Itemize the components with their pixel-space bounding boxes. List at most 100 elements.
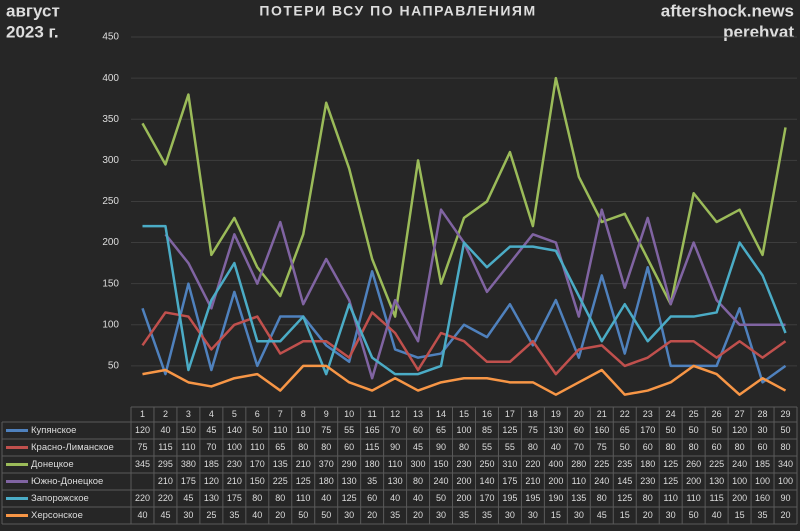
source: perehvat — [723, 22, 794, 41]
table-value: 230 — [227, 459, 242, 469]
table-value: 70 — [206, 442, 216, 452]
x-tick-label: 8 — [301, 409, 306, 419]
table-value: 200 — [732, 493, 747, 503]
x-tick-label: 18 — [528, 409, 538, 419]
table-value: 90 — [390, 442, 400, 452]
table-value: 125 — [663, 459, 678, 469]
table-value: 55 — [505, 442, 515, 452]
table-value: 85 — [482, 425, 492, 435]
table-value: 175 — [181, 476, 196, 486]
x-tick-label: 11 — [367, 409, 376, 419]
series-line — [141, 76, 787, 318]
table-value: 260 — [686, 459, 701, 469]
y-tick-label: 300 — [102, 155, 119, 166]
table-value: 195 — [525, 493, 540, 503]
x-tick-label: 24 — [666, 409, 676, 419]
x-tick-label: 7 — [278, 409, 283, 419]
table-value: 180 — [640, 459, 655, 469]
table-value: 45 — [160, 510, 170, 520]
x-tick-label: 21 — [597, 409, 607, 419]
x-tick-label: 25 — [689, 409, 699, 419]
table-value: 225 — [709, 459, 724, 469]
table-value: 30 — [505, 510, 515, 520]
table-value: 120 — [204, 476, 219, 486]
x-tick-label: 9 — [324, 409, 329, 419]
x-tick-label: 29 — [781, 409, 791, 419]
table-value: 300 — [411, 459, 426, 469]
table-value: 80 — [735, 442, 745, 452]
table-value: 70 — [574, 442, 584, 452]
table-value: 200 — [686, 476, 701, 486]
table-value: 50 — [689, 425, 699, 435]
table-value: 345 — [135, 459, 150, 469]
table-value: 60 — [574, 425, 584, 435]
table-value: 170 — [479, 493, 494, 503]
x-tick-label: 2 — [163, 409, 168, 419]
table-value: 75 — [137, 442, 147, 452]
table-value: 210 — [227, 476, 242, 486]
table-value: 30 — [183, 510, 193, 520]
table-value: 25 — [206, 510, 216, 520]
x-tick-label: 16 — [482, 409, 492, 419]
table-value: 160 — [594, 425, 609, 435]
x-tick-label: 28 — [758, 409, 768, 419]
table-value: 120 — [135, 425, 150, 435]
table-value: 75 — [597, 442, 607, 452]
table-value: 60 — [712, 442, 722, 452]
table-value: 130 — [204, 493, 219, 503]
table-value: 60 — [758, 442, 768, 452]
table-value: 115 — [158, 442, 172, 452]
table-value: 100 — [456, 425, 471, 435]
table-value: 220 — [525, 459, 540, 469]
legend-label: Запорожское — [31, 493, 89, 504]
table-value: 35 — [390, 510, 400, 520]
table-value: 165 — [365, 425, 380, 435]
table-value: 40 — [160, 425, 170, 435]
table-value: 110 — [273, 425, 287, 435]
table-value: 175 — [227, 493, 242, 503]
table-value: 50 — [666, 425, 676, 435]
table-value: 60 — [413, 425, 423, 435]
table-value: 140 — [479, 476, 494, 486]
table-value: 210 — [296, 459, 311, 469]
x-tick-label: 1 — [140, 409, 145, 419]
table-value: 120 — [732, 425, 747, 435]
x-tick-label: 27 — [735, 409, 745, 419]
table-value: 40 — [413, 493, 423, 503]
table-value: 40 — [390, 493, 400, 503]
series-line — [142, 364, 787, 396]
table-value: 200 — [456, 493, 471, 503]
x-tick-label: 5 — [232, 409, 237, 419]
table-value: 140 — [227, 425, 242, 435]
table-value: 230 — [456, 459, 471, 469]
x-tick-label: 20 — [574, 409, 584, 419]
table-value: 185 — [755, 459, 770, 469]
table-value: 30 — [436, 510, 446, 520]
table-value: 60 — [367, 493, 377, 503]
table-value: 100 — [732, 476, 747, 486]
table-value: 80 — [666, 442, 676, 452]
table-value: 80 — [643, 493, 653, 503]
table-value: 35 — [459, 510, 469, 520]
table-value: 50 — [436, 493, 446, 503]
table-value: 115 — [365, 442, 379, 452]
table-value: 40 — [551, 442, 561, 452]
table-value: 50 — [252, 425, 262, 435]
table-value: 80 — [413, 476, 423, 486]
table-value: 240 — [434, 476, 449, 486]
table-value: 195 — [502, 493, 517, 503]
table-value: 125 — [617, 493, 632, 503]
table-value: 180 — [319, 476, 334, 486]
legend-label: Донецкое — [31, 459, 74, 470]
table-value: 235 — [617, 459, 632, 469]
x-tick-label: 3 — [186, 409, 191, 419]
table-value: 130 — [342, 476, 357, 486]
series-line — [142, 224, 787, 376]
table-value: 15 — [551, 510, 561, 520]
table-value: 50 — [298, 510, 308, 520]
table-value: 20 — [275, 510, 285, 520]
table-value: 125 — [663, 476, 678, 486]
table-value: 170 — [640, 425, 655, 435]
table-value: 220 — [135, 493, 150, 503]
table-value: 15 — [620, 510, 630, 520]
